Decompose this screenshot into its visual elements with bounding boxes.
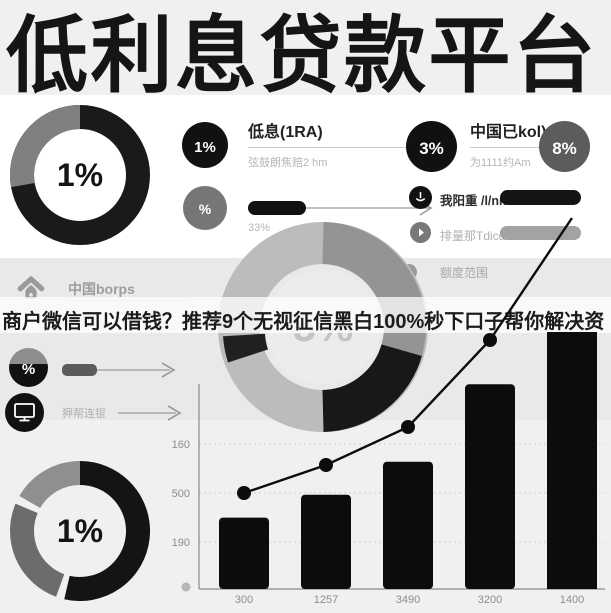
svg-text:1400: 1400 — [560, 594, 584, 606]
svg-text:190: 190 — [172, 537, 190, 549]
svg-text:1257: 1257 — [314, 594, 338, 606]
svg-text:160: 160 — [172, 439, 190, 451]
svg-text:3200: 3200 — [478, 594, 502, 606]
svg-text:3490: 3490 — [396, 594, 420, 606]
svg-text:300: 300 — [235, 594, 253, 606]
svg-text:500: 500 — [172, 488, 190, 500]
